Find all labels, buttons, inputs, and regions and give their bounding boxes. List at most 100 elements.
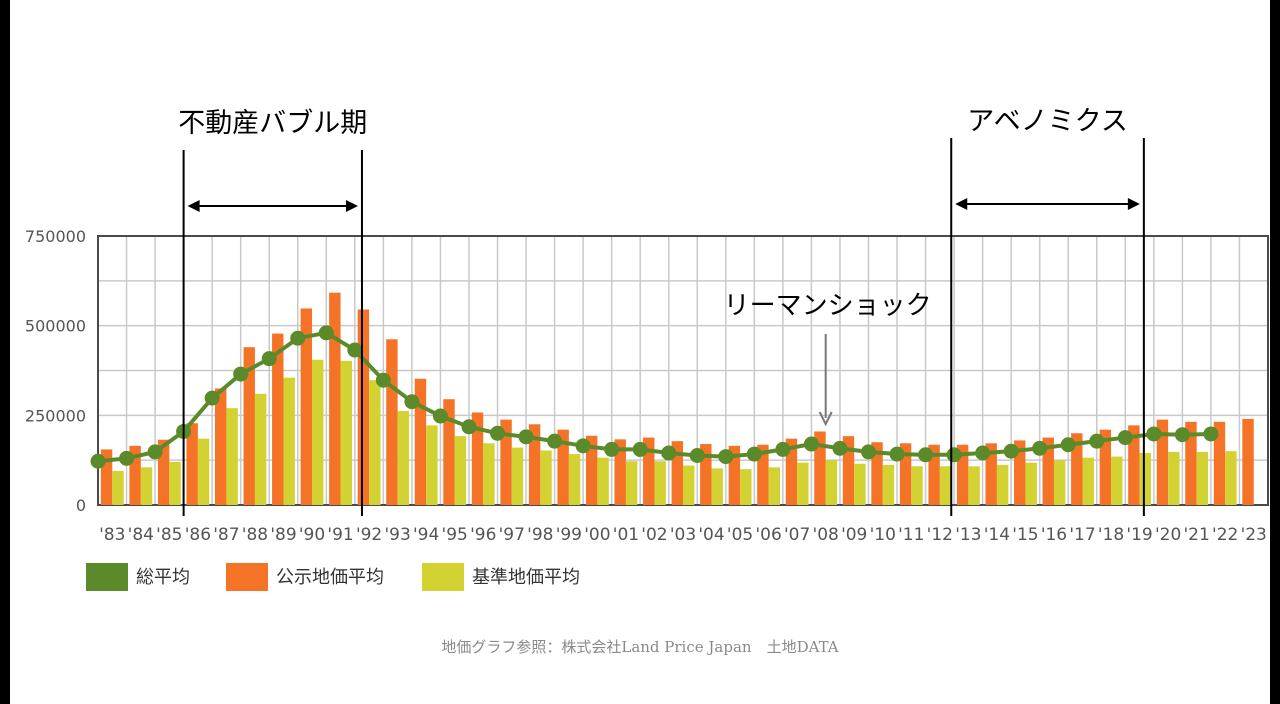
bar-koji-chika <box>300 308 313 505</box>
bar-koji-chika <box>1242 418 1254 505</box>
point-total-average <box>1089 433 1105 449</box>
x-tick-label: '87 <box>213 525 239 545</box>
bar-kijun-chika <box>169 461 181 505</box>
x-tick-label: '09 <box>841 525 867 545</box>
x-tick-label: '12 <box>927 525 953 545</box>
arrow-head-down <box>818 411 833 427</box>
x-tick-label: '08 <box>813 525 839 545</box>
annotation-label-lehman: リーマンショック <box>724 291 932 321</box>
point-total-average <box>318 325 334 341</box>
point-total-average <box>860 444 876 460</box>
y-tick-label: 500000 <box>25 317 86 336</box>
bar-kijun-chika <box>939 466 952 505</box>
bar-kijun-chika <box>1139 452 1151 505</box>
bar-koji-chika <box>1156 419 1169 505</box>
x-tick-label: '01 <box>613 525 639 545</box>
x-tick-label: '89 <box>270 525 296 545</box>
point-total-average <box>518 429 534 445</box>
x-tick-label: '17 <box>1069 525 1095 545</box>
x-tick-label: '10 <box>870 525 896 545</box>
bar-kijun-chika <box>597 457 609 505</box>
bar-kijun-chika <box>968 466 980 505</box>
bar-kijun-chika <box>854 463 866 505</box>
point-total-average <box>661 445 677 461</box>
bar-kijun-chika <box>283 377 295 505</box>
x-tick-label: '97 <box>499 525 525 545</box>
bar-koji-chika <box>243 347 255 505</box>
bar-koji-chika <box>157 439 170 505</box>
bar-kijun-chika <box>568 454 581 505</box>
x-tick-label: '83 <box>99 525 125 545</box>
point-total-average <box>718 449 734 465</box>
legend-swatch <box>226 563 268 591</box>
bar-koji-chika <box>614 439 626 505</box>
bar-kijun-chika <box>197 438 210 505</box>
x-tick-label: '02 <box>641 525 667 545</box>
arrow-head-left <box>187 200 200 212</box>
x-tick-label: '15 <box>1012 525 1038 545</box>
point-total-average <box>90 453 106 469</box>
bar-kijun-chika <box>882 464 895 505</box>
bar-kijun-chika <box>654 461 666 505</box>
x-tick-label: '98 <box>527 525 553 545</box>
x-tick-label: '85 <box>156 525 182 545</box>
bar-kijun-chika <box>226 408 238 505</box>
x-tick-label: '95 <box>442 525 468 545</box>
point-total-average <box>290 330 306 346</box>
y-tick-label: 0 <box>76 496 86 515</box>
point-total-average <box>889 446 905 462</box>
bar-kijun-chika <box>254 393 267 505</box>
bar-kijun-chika <box>369 380 381 505</box>
bar-koji-chika <box>899 443 912 505</box>
point-total-average <box>375 372 391 388</box>
point-total-average <box>147 444 163 460</box>
bar-kijun-chika <box>1168 451 1180 505</box>
point-total-average <box>775 441 791 457</box>
bar-koji-chika <box>785 438 798 505</box>
x-tick-label: '92 <box>356 525 382 545</box>
bar-kijun-chika <box>825 460 838 505</box>
bar-koji-chika <box>643 437 655 505</box>
bar-kijun-chika <box>1053 460 1066 505</box>
bar-kijun-chika <box>511 447 524 505</box>
x-tick-label: '00 <box>584 525 610 545</box>
point-total-average <box>632 441 648 457</box>
point-total-average <box>119 450 135 466</box>
bar-koji-chika <box>1099 429 1112 505</box>
point-total-average <box>604 441 620 457</box>
point-total-average <box>432 408 448 424</box>
x-tick-label: '99 <box>556 525 582 545</box>
bar-kijun-chika <box>1111 456 1123 505</box>
bar-koji-chika <box>700 444 712 505</box>
bar-koji-chika <box>985 443 997 505</box>
x-tick-label: '88 <box>242 525 268 545</box>
annotation-label: アベノミクス <box>967 106 1128 137</box>
arrow-head-right <box>1127 198 1140 210</box>
bar-kijun-chika <box>768 467 781 505</box>
bar-koji-chika <box>956 444 969 505</box>
point-total-average <box>547 433 563 449</box>
arrow-head-left <box>955 198 968 210</box>
point-total-average <box>1032 440 1048 456</box>
x-tick-label: '19 <box>1126 525 1152 545</box>
point-total-average <box>689 448 705 464</box>
point-total-average <box>461 419 477 435</box>
bar-kijun-chika <box>625 461 638 505</box>
bar-koji-chika <box>186 423 198 505</box>
point-total-average <box>1174 427 1190 443</box>
bar-koji-chika <box>357 309 370 505</box>
x-tick-label: '20 <box>1155 525 1181 545</box>
bar-koji-chika <box>443 399 455 505</box>
bar-kijun-chika <box>397 411 410 505</box>
point-total-average <box>347 342 363 358</box>
bar-koji-chika <box>1128 425 1140 505</box>
point-total-average <box>1146 426 1162 442</box>
x-tick-label: '94 <box>413 525 439 545</box>
x-tick-label: '07 <box>784 525 810 545</box>
bar-kijun-chika <box>1082 457 1094 505</box>
bar-kijun-chika <box>797 462 809 505</box>
x-tick-label: '86 <box>185 525 211 545</box>
bar-koji-chika <box>528 424 541 505</box>
x-tick-label: '04 <box>698 525 724 545</box>
point-total-average <box>946 447 962 463</box>
